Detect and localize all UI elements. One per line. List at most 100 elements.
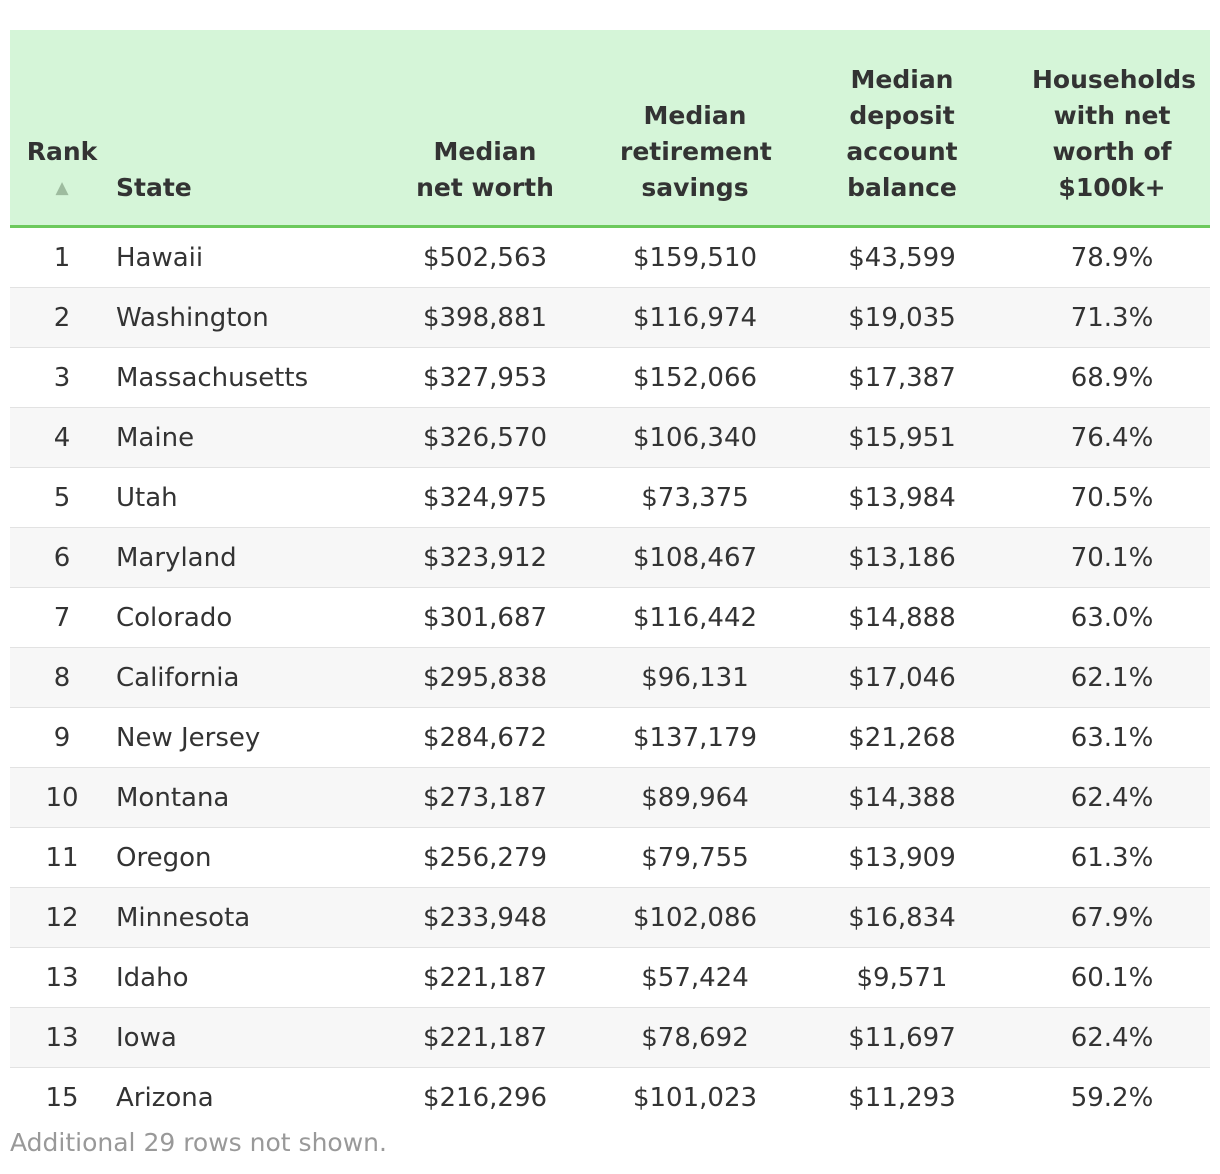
sort-ascending-icon[interactable]: ▲ [55, 178, 69, 198]
cell-rank: 13 [10, 1007, 114, 1068]
cell-net-worth: $284,672 [370, 707, 600, 768]
cell-retirement: $106,340 [600, 407, 790, 468]
table-row: 10 Montana $273,187 $89,964 $14,388 62.4% [10, 767, 1210, 828]
cell-state: Oregon [114, 827, 370, 888]
cell-net-worth: $295,838 [370, 647, 600, 708]
cell-households: 62.4% [1014, 1007, 1210, 1068]
cell-rank: 1 [10, 226, 114, 288]
cell-retirement: $57,424 [600, 947, 790, 1008]
table-row: 12 Minnesota $233,948 $102,086 $16,834 67.9% [10, 887, 1210, 948]
table-body: 1 Hawaii $502,563 $159,510 $43,599 78.9% 2 Wash… [10, 226, 1210, 1128]
cell-households: 59.2% [1070, 1082, 1154, 1113]
cell-households: 67.9% [1014, 887, 1210, 948]
cell-rank: 9 [10, 707, 114, 768]
cell-rank: 12 [10, 887, 114, 948]
cell-state: Massachusetts [114, 347, 370, 408]
table-row: 9 New Jersey $284,672 $137,179 $21,268 63.1% [10, 707, 1210, 768]
column-header-households[interactable]: Households with net worth of $100k+ [1014, 30, 1210, 228]
cell-net-worth: $221,187 [370, 1007, 600, 1068]
cell-rank: 11 [10, 827, 114, 888]
column-header-net-worth-label: Median net worth [416, 137, 554, 202]
cell-households: 70.5% [1014, 467, 1210, 528]
table-row: 6 Maryland $323,912 $108,467 $13,186 70.1% [10, 527, 1210, 588]
cell-deposit: $14,388 [790, 767, 1014, 828]
cell-households: 70.1% [1014, 527, 1210, 588]
cell-deposit: $43,599 [790, 226, 1014, 288]
cell-rank: 3 [10, 347, 114, 408]
table-row: 8 California $295,838 $96,131 $17,046 62.1% [10, 647, 1210, 708]
table-row: 5 Utah $324,975 $73,375 $13,984 70.5% [10, 467, 1210, 528]
cell-rank: 10 [10, 767, 114, 828]
table-row: 13 Iowa $221,187 $78,692 $11,697 62.4% [10, 1007, 1210, 1068]
footnote-rows-not-shown: Additional 29 rows not shown. [10, 1128, 387, 1157]
cell-state: Arizona [116, 1082, 214, 1113]
cell-net-worth: $216,296 [422, 1082, 548, 1113]
cell-rank: 8 [10, 647, 114, 708]
column-header-households-label: Households with net worth of $100k+ [1032, 65, 1197, 202]
cell-rank: 7 [10, 587, 114, 648]
column-header-state[interactable]: State [114, 30, 370, 228]
cell-deposit: $15,951 [790, 407, 1014, 468]
cell-deposit: $11,293 [848, 1082, 956, 1113]
cell-state: Idaho [114, 947, 370, 1008]
cell-households: 71.3% [1014, 287, 1210, 348]
cell-retirement: $159,510 [600, 226, 790, 288]
cell-net-worth: $221,187 [370, 947, 600, 1008]
cell-net-worth: $502,563 [370, 226, 600, 288]
cell-retirement: $102,086 [600, 887, 790, 948]
cell-retirement: $89,964 [600, 767, 790, 828]
cell-deposit: $19,035 [790, 287, 1014, 348]
cell-deposit: $14,888 [790, 587, 1014, 648]
cell-net-worth: $398,881 [370, 287, 600, 348]
cell-households: 63.0% [1014, 587, 1210, 648]
cell-net-worth: $323,912 [370, 527, 600, 588]
cell-rank: 5 [10, 467, 114, 528]
cell-households: 68.9% [1014, 347, 1210, 408]
table-row: 7 Colorado $301,687 $116,442 $14,888 63.0% [10, 587, 1210, 648]
cell-retirement: $101,023 [632, 1082, 758, 1113]
cell-retirement: $96,131 [600, 647, 790, 708]
cell-net-worth: $327,953 [370, 347, 600, 408]
cell-households: 62.4% [1014, 767, 1210, 828]
cell-households: 60.1% [1014, 947, 1210, 1008]
cell-rank: 2 [10, 287, 114, 348]
cell-state: Colorado [114, 587, 370, 648]
cell-net-worth: $256,279 [370, 827, 600, 888]
cell-state: New Jersey [114, 707, 370, 768]
cell-deposit: $16,834 [790, 887, 1014, 948]
column-header-rank[interactable]: Rank ▲ [10, 30, 114, 228]
cell-net-worth: $301,687 [370, 587, 600, 648]
cell-state: Maine [114, 407, 370, 468]
table-row: 4 Maine $326,570 $106,340 $15,951 76.4% [10, 407, 1210, 468]
column-header-net-worth[interactable]: Median net worth [370, 30, 600, 228]
cell-households: 78.9% [1014, 226, 1210, 288]
column-header-deposit[interactable]: Median deposit account balance [790, 30, 1014, 228]
cell-retirement: $108,467 [600, 527, 790, 588]
cell-retirement: $78,692 [600, 1007, 790, 1068]
cell-state: Washington [114, 287, 370, 348]
cell-retirement: $152,066 [600, 347, 790, 408]
cell-state: Maryland [114, 527, 370, 588]
cell-net-worth: $324,975 [370, 467, 600, 528]
state-net-worth-table: Rank ▲ State Median net worth Median ret… [10, 30, 1210, 1127]
column-header-retirement[interactable]: Median retirement savings [600, 30, 790, 228]
cell-retirement: $79,755 [600, 827, 790, 888]
cell-deposit: $17,387 [790, 347, 1014, 408]
cell-rank: 13 [10, 947, 114, 1008]
table-row: 2 Washington $398,881 $116,974 $19,035 71.3% [10, 287, 1210, 348]
cell-net-worth: $326,570 [370, 407, 600, 468]
column-header-deposit-label: Median deposit account balance [846, 65, 958, 202]
cell-deposit: $13,909 [790, 827, 1014, 888]
table-row: 11 Oregon $256,279 $79,755 $13,909 61.3% [10, 827, 1210, 888]
cell-state: Montana [114, 767, 370, 828]
cell-deposit: $13,186 [790, 527, 1014, 588]
cell-state: Hawaii [114, 226, 370, 288]
cell-net-worth: $273,187 [370, 767, 600, 828]
table-header-row: Rank ▲ State Median net worth Median ret… [10, 30, 1210, 228]
data-table-container: Rank ▲ State Median net worth Median ret… [10, 30, 1210, 1127]
table-row: 1 Hawaii $502,563 $159,510 $43,599 78.9% [10, 226, 1210, 288]
cell-households: 76.4% [1014, 407, 1210, 468]
column-header-retirement-label: Median retirement savings [620, 101, 772, 202]
cell-deposit: $9,571 [790, 947, 1014, 1008]
cell-retirement: $73,375 [600, 467, 790, 528]
